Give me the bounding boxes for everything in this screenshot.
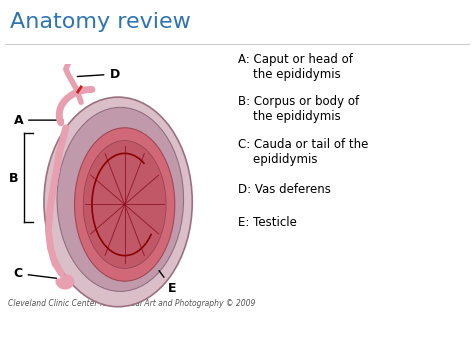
Text: PUBLIC HEALTH: PUBLIC HEALTH (417, 343, 459, 348)
Text: COLUMBUS: COLUMBUS (341, 341, 402, 351)
Text: COLUMBUS: COLUMBUS (417, 335, 457, 340)
Text: D: Vas deferens: D: Vas deferens (238, 183, 331, 196)
Text: C: C (13, 267, 56, 280)
Text: Anatomy review: Anatomy review (10, 12, 191, 32)
Text: E: Testicle: E: Testicle (238, 216, 297, 229)
Text: A: Caput or head of
    the epididymis: A: Caput or head of the epididymis (238, 53, 353, 81)
Text: E: E (159, 271, 177, 295)
Text: www.publichealth.columbus.gov: www.publichealth.columbus.gov (9, 337, 175, 346)
Text: C: Cauda or tail of the
    epididymis: C: Cauda or tail of the epididymis (238, 138, 368, 165)
Ellipse shape (57, 107, 183, 291)
Text: B: Corpus or body of
    the epididymis: B: Corpus or body of the epididymis (238, 95, 359, 124)
Text: THE CITY OF: THE CITY OF (341, 335, 375, 340)
Ellipse shape (83, 141, 166, 268)
Text: Cleveland Clinic Center for Medical Art and Photography © 2009: Cleveland Clinic Center for Medical Art … (8, 299, 255, 308)
Text: D: D (77, 67, 119, 81)
Text: B: B (9, 173, 18, 185)
Ellipse shape (74, 128, 175, 281)
Ellipse shape (44, 97, 192, 307)
Text: A: A (13, 114, 63, 127)
